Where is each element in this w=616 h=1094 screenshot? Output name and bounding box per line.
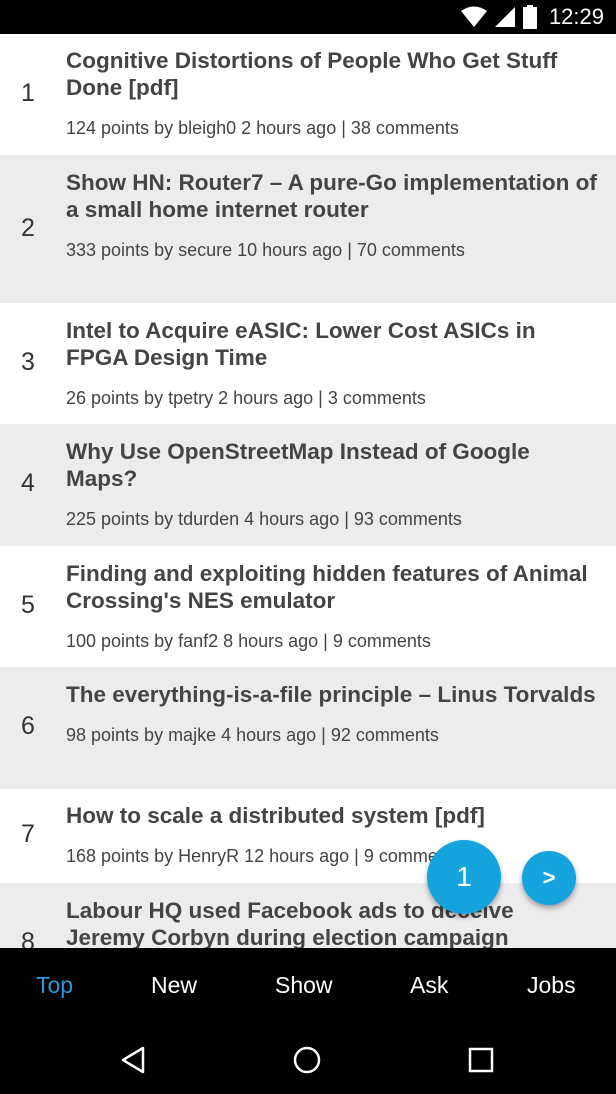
story-meta[interactable]: 168 points by HenryR 12 hours ago | 9 co… [66,846,462,866]
story-meta[interactable]: 333 points by secure 10 hours ago | 70 c… [66,240,465,260]
status-bar: 12:29 [0,0,616,34]
tab-jobs[interactable]: Jobs [527,972,576,998]
story-list[interactable]: 1 Cognitive Distortions of People Who Ge… [0,34,616,948]
story-rank: 2 [21,214,35,242]
story-rank: 6 [21,712,35,740]
story-row[interactable]: 2 Show HN: Router7 – A pure-Go implement… [0,155,616,303]
system-nav-bar [0,1024,616,1094]
story-rank: 8 [21,928,35,948]
story-row[interactable]: 5 Finding and exploiting hidden features… [0,546,616,667]
story-title[interactable]: The everything-is-a-file principle – Lin… [66,682,596,707]
page-number-button[interactable]: 1 [427,840,501,914]
tab-top[interactable]: Top [36,972,74,998]
story-title[interactable]: Intel to Acquire eASIC: Lower Cost ASICs… [66,318,536,370]
story-title[interactable]: Why Use OpenStreetMap Instead of Google … [66,439,530,491]
story-title[interactable]: Finding and exploiting hidden features o… [66,561,588,613]
tab-show[interactable]: Show [275,972,333,998]
tab-ask[interactable]: Ask [410,972,449,998]
back-icon[interactable] [117,1044,149,1076]
wifi-icon [460,6,487,27]
story-meta[interactable]: 124 points by bleigh0 2 hours ago | 38 c… [66,118,459,138]
story-title[interactable]: Cognitive Distortions of People Who Get … [66,48,558,100]
tab-new[interactable]: New [151,972,198,998]
signal-icon [494,7,515,27]
home-icon[interactable] [291,1044,323,1076]
story-title[interactable]: Labour HQ used Facebook ads to deceive J… [66,898,514,948]
story-rank: 5 [21,591,35,619]
story-rank: 7 [21,820,35,848]
story-row[interactable]: 8 Labour HQ used Facebook ads to deceive… [0,883,616,948]
story-meta[interactable]: 98 points by majke 4 hours ago | 92 comm… [66,725,439,745]
story-rank: 3 [21,348,35,376]
story-row[interactable]: 3 Intel to Acquire eASIC: Lower Cost ASI… [0,303,616,424]
tab-bar: Top New Show Ask Jobs [0,948,616,1024]
story-title[interactable]: Show HN: Router7 – A pure-Go implementat… [66,170,597,222]
battery-icon [522,5,537,29]
story-rank: 1 [21,79,35,107]
story-row[interactable]: 7 How to scale a distributed system [pdf… [0,789,616,883]
story-title[interactable]: How to scale a distributed system [pdf] [66,803,485,828]
story-rank: 4 [21,469,35,497]
story-row[interactable]: 1 Cognitive Distortions of People Who Ge… [0,34,616,155]
recents-icon[interactable] [465,1044,497,1076]
story-meta[interactable]: 26 points by tpetry 2 hours ago | 3 comm… [66,388,426,408]
next-page-button[interactable]: > [522,851,576,905]
story-meta[interactable]: 225 points by tdurden 4 hours ago | 93 c… [66,509,462,529]
status-time: 12:29 [548,4,604,29]
story-meta[interactable]: 100 points by fanf2 8 hours ago | 9 comm… [66,631,431,651]
story-row[interactable]: 4 Why Use OpenStreetMap Instead of Googl… [0,424,616,546]
story-row[interactable]: 6 The everything-is-a-file principle – L… [0,667,616,789]
